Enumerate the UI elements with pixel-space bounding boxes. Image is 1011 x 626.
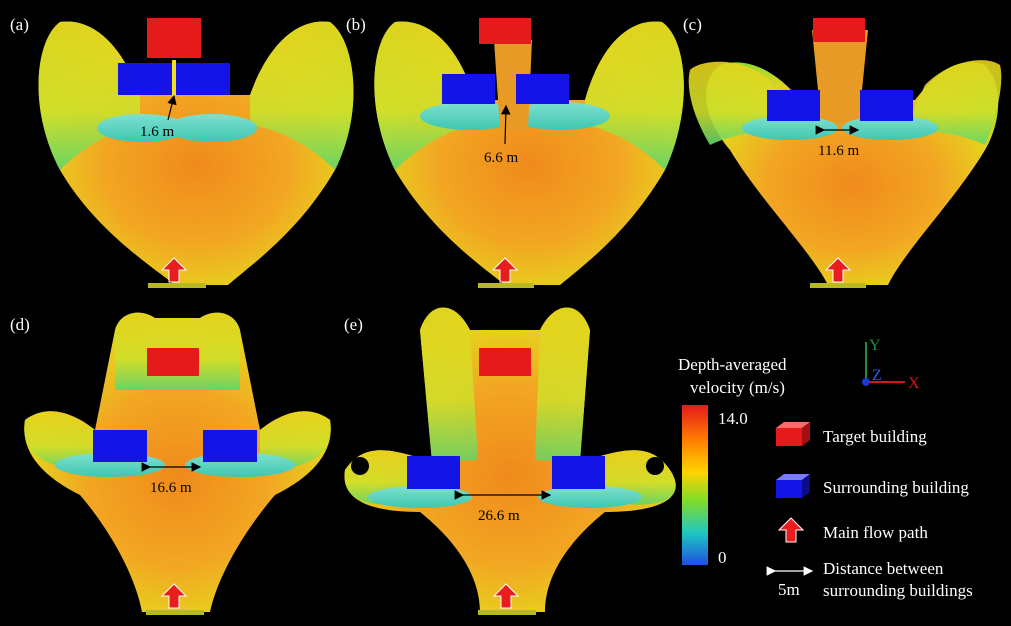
inlet-bar	[478, 610, 536, 615]
surrounding-building-left	[118, 63, 172, 95]
flow-arrow-icon	[777, 517, 805, 543]
surrounding-building-left	[767, 90, 820, 121]
legend-flow: Main flow path	[777, 517, 928, 543]
gap-distance-label: 6.6 m	[484, 150, 519, 166]
panel-e: 26.6 m (e)	[344, 307, 676, 615]
inlet-bar	[810, 283, 866, 288]
surrounding-cube-face	[776, 480, 802, 498]
gap-distance-label: 1.6 m	[140, 124, 175, 140]
target-cube-side	[802, 422, 810, 446]
pool-left	[368, 486, 472, 508]
target-building	[147, 18, 201, 58]
pool-right	[538, 486, 642, 508]
panel-label-b: (b)	[346, 15, 366, 34]
surrounding-building-right	[176, 63, 230, 95]
inlet-bar	[146, 610, 204, 615]
pool-right	[167, 114, 257, 142]
target-cube-face	[776, 428, 802, 446]
pool-left	[742, 116, 838, 140]
surrounding-building-right	[516, 74, 569, 104]
panel-label-a: (a)	[10, 15, 29, 34]
colorbar-gradient	[682, 405, 708, 565]
pool-left	[420, 102, 520, 130]
colorbar-title-line2: velocity (m/s)	[690, 378, 785, 397]
right-wing	[250, 21, 354, 171]
inlet-bar	[478, 283, 534, 288]
gap-distance-label: 16.6 m	[150, 480, 192, 496]
surrounding-building-right	[860, 90, 913, 121]
right-wing	[585, 21, 684, 170]
flow-arrow	[160, 583, 188, 609]
flow-arrow	[160, 257, 188, 283]
gap-jet	[172, 60, 176, 96]
legend-surrounding: Surrounding building	[776, 474, 969, 498]
panel-c: 11.6 m (c)	[683, 15, 1002, 288]
gap-distance-label: 11.6 m	[818, 143, 859, 159]
panel-label-e: (e)	[344, 315, 363, 334]
legend-flow-label: Main flow path	[823, 523, 928, 542]
legend-surrounding-label: Surrounding building	[823, 478, 969, 497]
surrounding-cube-side	[802, 474, 810, 498]
target-cube-icon	[776, 422, 810, 428]
panel-label-c: (c)	[683, 15, 702, 34]
left-wing	[24, 411, 95, 470]
legend: Target building Surrounding building Mai…	[766, 422, 973, 600]
legend-target: Target building	[776, 422, 927, 446]
panel-label-d: (d)	[10, 315, 30, 334]
flow-arrow	[492, 583, 520, 609]
right-wing	[260, 411, 331, 470]
gap-jet	[812, 30, 868, 130]
target-building	[147, 348, 199, 376]
axis-triad: Y Z X	[862, 337, 920, 392]
target-building	[479, 18, 531, 44]
legend-distance: 5m Distance between surrounding building…	[766, 559, 973, 600]
panel-b: 6.6 m (b)	[346, 15, 684, 288]
surrounding-building-left	[407, 456, 460, 489]
pool-right	[842, 116, 938, 140]
gap-pointer	[167, 94, 177, 121]
surrounding-building-left	[93, 430, 147, 462]
colorbar: Depth-averaged velocity (m/s) 14.0 0	[678, 355, 787, 567]
colorbar-title-line1: Depth-averaged	[678, 355, 787, 374]
upper-lobe-right	[535, 307, 590, 462]
panel-a: 1.6 m (a)	[10, 15, 354, 288]
surrounding-building-right	[203, 430, 257, 462]
left-wing	[374, 21, 475, 170]
inlet-bar	[148, 283, 206, 288]
flow-arrow	[824, 257, 852, 283]
legend-distance-line1: Distance between	[823, 559, 944, 578]
target-building	[479, 348, 531, 376]
legend-distance-line2: surrounding buildings	[823, 581, 973, 600]
upper-lobe-left	[420, 307, 478, 462]
target-building	[813, 18, 865, 42]
y-axis-label: Y	[869, 337, 881, 354]
panel-d: 16.6 m (d)	[10, 312, 331, 615]
vortex-hole-left	[351, 457, 369, 475]
z-axis-label: Z	[872, 367, 882, 384]
z-axis-dot	[862, 378, 870, 386]
legend-target-label: Target building	[823, 427, 927, 446]
surrounding-cube-icon	[776, 474, 810, 480]
flow-arrow	[491, 257, 519, 283]
surrounding-building-right	[552, 456, 605, 489]
gap-distance-label: 26.6 m	[478, 508, 520, 524]
colorbar-max-label: 14.0	[718, 409, 748, 428]
legend-scale-label: 5m	[778, 580, 800, 599]
x-axis-label: X	[908, 375, 920, 392]
pool-right	[510, 102, 610, 130]
surrounding-building-left	[442, 74, 495, 104]
vortex-hole-right	[646, 457, 664, 475]
pool-left	[97, 114, 187, 142]
left-wing	[38, 21, 140, 171]
gap-pointer	[500, 104, 511, 145]
colorbar-min-label: 0	[718, 548, 727, 567]
